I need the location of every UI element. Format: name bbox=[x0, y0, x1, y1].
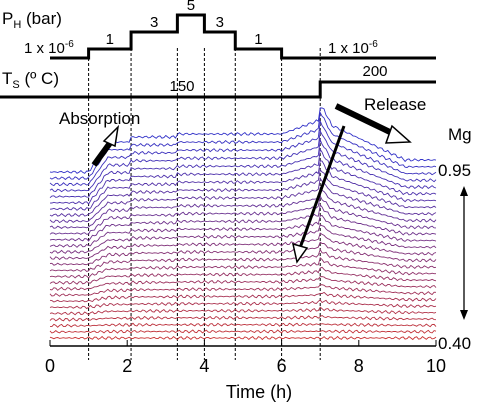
pressure-level-label: 3 bbox=[216, 14, 224, 31]
pressure-label: PH (bar) bbox=[2, 9, 62, 31]
pressure-level-label: 5 bbox=[187, 0, 195, 14]
pressure-line bbox=[50, 13, 436, 60]
composition-curve bbox=[49, 186, 437, 229]
mg-top-label: 0.95 bbox=[438, 161, 471, 180]
composition-curve bbox=[49, 314, 437, 322]
composition-curve bbox=[49, 160, 437, 211]
x-tick-label: 6 bbox=[277, 356, 287, 376]
composition-curve bbox=[49, 194, 437, 235]
pressure-level-label: 1 x 10-6 bbox=[24, 39, 74, 57]
composition-curve bbox=[49, 203, 437, 242]
composition-curve bbox=[49, 129, 437, 193]
mg-bottom-label: 0.40 bbox=[438, 334, 471, 353]
composition-curve bbox=[49, 335, 437, 341]
temperature-level-label: 200 bbox=[362, 63, 387, 80]
composition-curve bbox=[49, 177, 437, 224]
composition-curve bbox=[49, 148, 437, 205]
composition-curve bbox=[49, 248, 437, 273]
x-tick-label: 8 bbox=[354, 356, 364, 376]
x-axis-title: Time (h) bbox=[226, 382, 292, 402]
composition-curve bbox=[49, 241, 437, 266]
pressure-level-label: 1 bbox=[106, 31, 114, 48]
composition-curve bbox=[49, 284, 437, 297]
composition-curve bbox=[49, 215, 437, 248]
composition-curve bbox=[49, 266, 437, 285]
composition-curve bbox=[49, 111, 437, 181]
composition-curves bbox=[49, 107, 437, 341]
composition-curve bbox=[49, 232, 437, 261]
composition-curve bbox=[49, 299, 437, 310]
x-tick-label: 2 bbox=[122, 356, 132, 376]
temperature-line bbox=[0, 80, 436, 99]
x-tick-label: 0 bbox=[45, 356, 55, 376]
composition-curve bbox=[49, 276, 437, 291]
composition-curve bbox=[49, 329, 437, 334]
pressure-level-label: 1 bbox=[254, 31, 262, 48]
release-label: Release bbox=[364, 95, 426, 114]
mg-double-arrow bbox=[460, 186, 468, 320]
temperature-label: TS (º C) bbox=[2, 69, 59, 91]
composition-curve bbox=[50, 322, 437, 328]
mg-label: Mg bbox=[448, 125, 472, 144]
vertical-guides bbox=[88, 48, 321, 360]
release-drop-arrow bbox=[291, 125, 346, 264]
x-tick-label: 10 bbox=[426, 356, 446, 376]
x-tick-label: 4 bbox=[199, 356, 209, 376]
absorption-arrow bbox=[91, 124, 120, 167]
release-arrow bbox=[334, 103, 412, 144]
absorption-label: Absorption bbox=[59, 109, 140, 128]
composition-curve bbox=[49, 168, 437, 218]
x-axis: 0 2 4 6 8 10 bbox=[45, 340, 446, 376]
composition-curve bbox=[49, 256, 436, 279]
composition-curve bbox=[49, 291, 437, 303]
pressure-level-label: 3 bbox=[150, 14, 158, 31]
pressure-level-label: 1 x 10-6 bbox=[328, 39, 378, 57]
composition-curve bbox=[49, 138, 437, 199]
composition-curve bbox=[49, 120, 437, 187]
temperature-level-label: 150 bbox=[169, 78, 194, 95]
composition-curve bbox=[49, 224, 437, 254]
composition-curve bbox=[49, 306, 437, 316]
profile-lines bbox=[0, 13, 436, 99]
